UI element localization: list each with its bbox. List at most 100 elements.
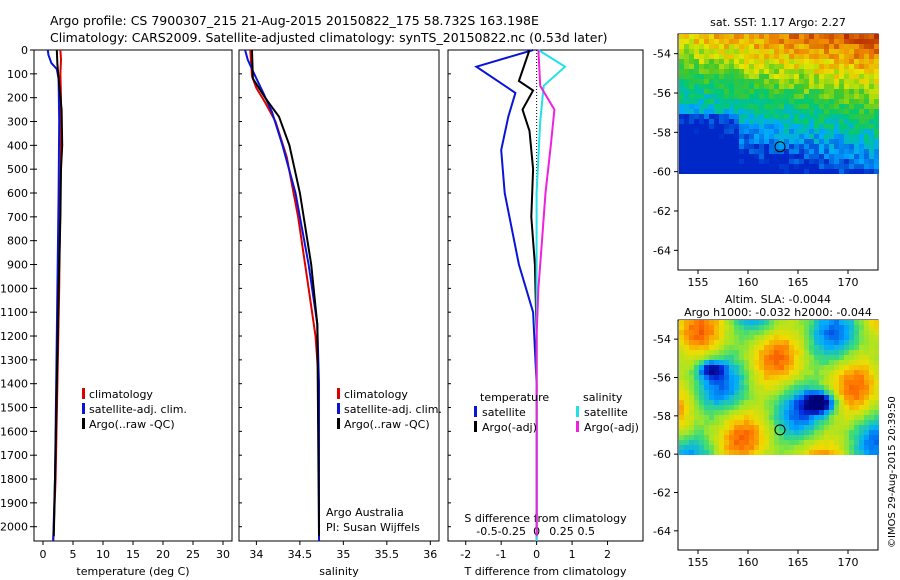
depth-tick-label: 1300 bbox=[0, 354, 28, 367]
panel-difference: -2 -1 0 1 2 T difference from climatology -0.5… bbox=[447, 49, 644, 578]
map-y-tick-label: -54 bbox=[653, 333, 671, 346]
annotation-text: PI: Susan Wijffels bbox=[326, 521, 420, 534]
depth-tick-label: 1500 bbox=[0, 402, 28, 415]
x-axis-label: salinity bbox=[319, 565, 359, 578]
legend-swatch bbox=[337, 418, 340, 429]
legend-swatch bbox=[337, 403, 340, 414]
header-line-2: Climatology: CARS2009. Satellite-adjuste… bbox=[50, 30, 608, 45]
x-tick-label: 34.5 bbox=[288, 548, 313, 561]
legend-swatch bbox=[474, 406, 477, 417]
x-axis-label: temperature (deg C) bbox=[76, 565, 189, 578]
plot-frame bbox=[447, 49, 644, 542]
map-sst-map: -54 -56 -58 -60 -62 -64 155 160 165 170 sat. SST: … bbox=[653, 16, 879, 289]
depth-tick-label: 900 bbox=[7, 259, 28, 272]
legend-swatch bbox=[82, 388, 85, 399]
depth-tick-label: 400 bbox=[7, 139, 28, 152]
legend-label: Argo(-adj) bbox=[482, 421, 537, 434]
heatmap-cells bbox=[679, 34, 879, 174]
legend-swatch bbox=[576, 421, 579, 432]
depth-tick-label: 1400 bbox=[0, 378, 28, 391]
map-x-tick-label: 155 bbox=[688, 556, 709, 569]
s-tick-label: -0.25 bbox=[498, 525, 526, 538]
x-tick-label: -1 bbox=[496, 548, 507, 561]
depth-tick-label: 1000 bbox=[0, 282, 28, 295]
map-x-tick-label: 155 bbox=[688, 276, 709, 289]
legend-label: satellite-adj. clim. bbox=[344, 403, 442, 416]
map-y-tick-label: -60 bbox=[653, 166, 671, 179]
x-axis-label: T difference from climatology bbox=[464, 565, 627, 578]
depth-tick-label: 1800 bbox=[0, 473, 28, 486]
x-tick-label: -2 bbox=[460, 548, 471, 561]
x-tick-label: 25 bbox=[186, 548, 200, 561]
map-y-tick-label: -54 bbox=[653, 48, 671, 61]
x-tick-label: 30 bbox=[216, 548, 230, 561]
x-tick-label: 20 bbox=[156, 548, 170, 561]
depth-tick-label: 500 bbox=[7, 163, 28, 176]
map-y-tick-label: -64 bbox=[653, 525, 671, 538]
map-title: sat. SST: 1.17 Argo: 2.27 bbox=[710, 16, 846, 29]
s-tick-label: 0.25 bbox=[549, 525, 574, 538]
map-sla-map: -54 -56 -58 -60 -62 -64 155 160 165 170 Altim. SLA… bbox=[653, 293, 879, 569]
depth-tick-label: 1700 bbox=[0, 449, 28, 462]
map-x-tick-label: 165 bbox=[788, 276, 809, 289]
map-subtitle: Argo h1000: -0.032 h2000: -0.044 bbox=[684, 306, 872, 319]
legend-label: satellite bbox=[482, 406, 526, 419]
depth-tick-label: 2000 bbox=[0, 521, 28, 534]
depth-tick-label: 200 bbox=[7, 92, 28, 105]
map-y-tick-label: -58 bbox=[653, 126, 671, 139]
depth-tick-label: 1100 bbox=[0, 306, 28, 319]
map-x-tick-label: 160 bbox=[738, 556, 759, 569]
series-line-black bbox=[251, 49, 320, 537]
series-line-black bbox=[52, 49, 64, 537]
argo-position-marker bbox=[774, 141, 786, 153]
depth-tick-label: 700 bbox=[7, 211, 28, 224]
depth-tick-label: 0 bbox=[21, 44, 28, 57]
x-tick-label: 35.5 bbox=[375, 548, 400, 561]
depth-tick-label: 1200 bbox=[0, 330, 28, 343]
heatmap-cells bbox=[679, 320, 879, 455]
map-y-tick-label: -60 bbox=[653, 448, 671, 461]
map-x-tick-label: 170 bbox=[838, 276, 859, 289]
s-tick-label: 0.5 bbox=[578, 525, 596, 538]
map-x-tick-label: 165 bbox=[788, 556, 809, 569]
map-y-tick-label: -56 bbox=[653, 372, 671, 385]
legend-swatch bbox=[474, 421, 477, 432]
plot-frame bbox=[238, 49, 440, 542]
header-line-1: Argo profile: CS 7900307_215 21-Aug-2015… bbox=[50, 13, 539, 28]
legend-label: climatology bbox=[89, 388, 153, 401]
x-tick-label: 1 bbox=[569, 548, 576, 561]
x-tick-label: 0 bbox=[533, 548, 540, 561]
depth-tick-label: 1600 bbox=[0, 425, 28, 438]
depth-tick-label: 300 bbox=[7, 116, 28, 129]
map-y-tick-label: -62 bbox=[653, 205, 671, 218]
x-tick-label: 5 bbox=[70, 548, 77, 561]
legend-label: satellite-adj. clim. bbox=[89, 403, 187, 416]
x-tick-label: 36 bbox=[423, 548, 437, 561]
x-tick-label: 15 bbox=[126, 548, 140, 561]
legend-swatch bbox=[82, 418, 85, 429]
x-tick-label: 10 bbox=[96, 548, 110, 561]
depth-tick-label: 800 bbox=[7, 235, 28, 248]
legend-label: Argo(-adj) bbox=[584, 421, 639, 434]
s-tick-label: -0.5 bbox=[476, 525, 497, 538]
map-y-tick-label: -64 bbox=[653, 244, 671, 257]
legend-label: Argo(..raw -QC) bbox=[89, 418, 175, 431]
x-tick-label: 2 bbox=[604, 548, 611, 561]
x-tick-label: 0 bbox=[40, 548, 47, 561]
series-line-cyan bbox=[535, 49, 567, 541]
map-y-tick-label: -62 bbox=[653, 487, 671, 500]
map-y-tick-label: -56 bbox=[653, 87, 671, 100]
panel-temperature: 0 5 10 15 20 25 30 temperature (deg C) climatolo… bbox=[33, 49, 233, 578]
legend-label: Argo(..raw -QC) bbox=[344, 418, 430, 431]
plot-frame bbox=[33, 49, 233, 542]
s-axis-label: S difference from climatology bbox=[464, 512, 627, 525]
map-x-tick-label: 170 bbox=[838, 556, 859, 569]
series-line-magenta bbox=[535, 49, 556, 537]
argo-position-marker bbox=[774, 424, 786, 436]
depth-tick-label: 1900 bbox=[0, 497, 28, 510]
legend-swatch bbox=[82, 403, 85, 414]
x-tick-label: 34 bbox=[249, 548, 263, 561]
map-x-tick-label: 160 bbox=[738, 276, 759, 289]
legend-swatch bbox=[337, 388, 340, 399]
